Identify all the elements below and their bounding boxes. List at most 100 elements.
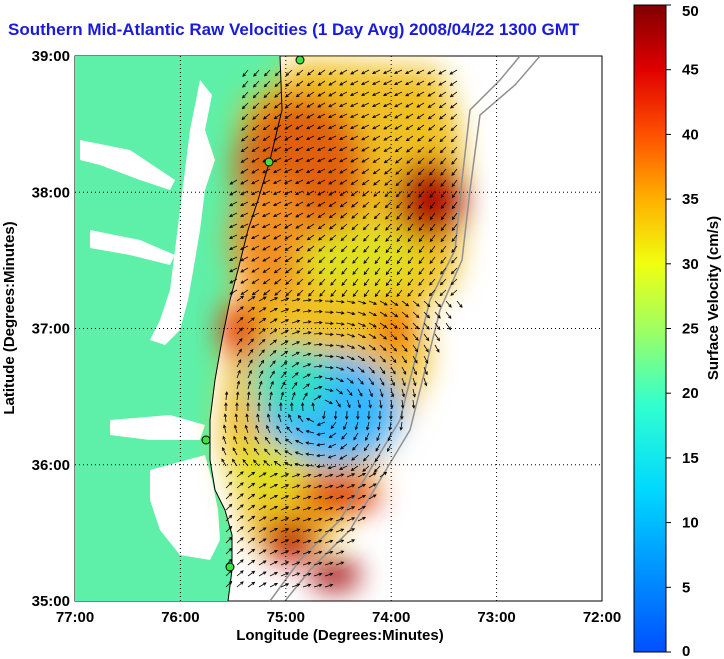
velocity-arrowhead xyxy=(351,311,356,316)
velocity-arrow xyxy=(324,573,333,577)
velocity-arrowhead xyxy=(231,458,236,463)
velocity-arrow xyxy=(253,80,260,88)
velocity-arrow xyxy=(330,256,337,263)
velocity-arrow xyxy=(302,383,310,390)
velocity-arrow xyxy=(280,371,287,379)
velocity-arrowhead xyxy=(351,300,356,304)
velocity-arrow xyxy=(302,507,311,511)
velocity-arrowhead xyxy=(273,169,277,173)
velocity-arrow xyxy=(357,388,363,397)
velocity-arrowhead xyxy=(262,560,267,564)
velocity-arrowhead xyxy=(360,92,365,96)
velocity-arrow xyxy=(296,69,304,76)
velocity-arrow xyxy=(328,80,337,86)
velocity-arrow xyxy=(258,392,261,401)
velocity-arrow xyxy=(423,377,427,386)
velocity-arrowhead xyxy=(396,271,401,276)
velocity-arrow xyxy=(335,550,344,555)
velocity-arrow xyxy=(247,349,254,357)
velocity-arrow xyxy=(346,528,355,533)
velocity-arrow xyxy=(405,91,414,97)
velocity-arrowhead xyxy=(295,169,299,173)
velocity-arrowhead xyxy=(307,583,312,587)
velocity-arrow xyxy=(418,223,425,231)
velocity-arrowhead xyxy=(393,347,397,352)
velocity-arrow xyxy=(335,473,344,478)
velocity-arrowhead xyxy=(327,147,332,151)
velocity-arrowhead xyxy=(317,169,321,173)
velocity-arrowhead xyxy=(440,172,444,176)
velocity-arrow xyxy=(317,113,326,119)
velocity-arrowhead xyxy=(338,136,343,140)
velocity-arrow xyxy=(395,168,403,175)
velocity-arrow xyxy=(225,581,232,588)
velocity-arrowhead xyxy=(262,126,267,131)
velocity-arrowhead xyxy=(440,238,445,243)
velocity-arrowhead xyxy=(236,380,240,385)
velocity-arrowhead xyxy=(429,227,434,232)
velocity-arrow xyxy=(385,256,392,264)
velocity-arrow xyxy=(295,451,304,456)
velocity-arrow xyxy=(423,311,430,319)
velocity-arrowhead xyxy=(448,315,452,320)
velocity-arrowhead xyxy=(405,81,409,85)
velocity-arrow xyxy=(440,234,447,242)
velocity-arrowhead xyxy=(262,236,266,240)
velocity-arrow xyxy=(396,289,403,297)
velocity-arrowhead xyxy=(351,226,356,231)
velocity-arrow xyxy=(418,245,425,253)
velocity-arrowhead xyxy=(229,246,233,250)
velocity-arrow xyxy=(335,322,344,325)
velocity-arrowhead xyxy=(283,169,288,173)
velocity-arrow xyxy=(324,507,333,511)
velocity-arrow xyxy=(401,322,409,329)
velocity-arrow xyxy=(324,333,334,335)
velocity-arrow xyxy=(451,201,458,209)
velocity-arrowhead xyxy=(254,436,258,441)
velocity-arrow xyxy=(339,146,348,151)
velocity-arrow xyxy=(394,91,403,96)
velocity-arrow xyxy=(434,300,441,308)
velocity-arrowhead xyxy=(317,203,322,207)
velocity-arrowhead xyxy=(427,93,432,97)
velocity-arrow xyxy=(247,317,255,324)
velocity-arrowhead xyxy=(400,404,405,409)
velocity-arrowhead xyxy=(327,465,332,470)
velocity-arrow xyxy=(302,584,311,588)
velocity-arrow xyxy=(280,484,289,489)
velocity-arrow xyxy=(429,157,436,164)
velocity-arrowhead xyxy=(351,356,356,361)
velocity-arrow xyxy=(350,69,359,75)
velocity-arrow xyxy=(412,344,418,352)
velocity-arrowhead xyxy=(392,359,397,364)
velocity-arrowhead xyxy=(296,506,301,510)
velocity-arrow xyxy=(236,482,244,489)
velocity-arrowhead xyxy=(237,369,241,374)
velocity-arrowhead xyxy=(363,249,367,253)
velocity-arrowhead xyxy=(428,149,433,154)
velocity-arrow xyxy=(232,447,238,456)
velocity-arrowhead xyxy=(240,306,244,310)
velocity-arrow xyxy=(306,201,315,207)
velocity-arrowhead xyxy=(372,159,377,163)
velocity-arrowhead xyxy=(296,528,301,532)
velocity-arrowhead xyxy=(385,249,390,254)
velocity-arrow xyxy=(273,201,282,206)
velocity-arrow xyxy=(306,102,315,108)
velocity-arrowhead xyxy=(383,148,388,152)
velocity-arrow xyxy=(296,234,304,240)
velocity-arrow xyxy=(274,256,282,262)
velocity-arrowhead xyxy=(273,318,278,322)
velocity-arrowhead xyxy=(350,148,354,152)
velocity-arrowhead xyxy=(373,301,378,305)
velocity-arrowhead xyxy=(294,158,299,162)
velocity-arrow xyxy=(252,124,260,131)
velocity-arrowhead xyxy=(350,170,355,174)
velocity-arrow xyxy=(328,124,337,129)
velocity-arrowhead xyxy=(271,370,275,375)
velocity-arrow xyxy=(412,355,418,364)
velocity-arrowhead xyxy=(307,484,312,488)
velocity-arrow xyxy=(295,146,304,151)
velocity-arrow xyxy=(313,584,322,588)
velocity-arrow xyxy=(240,278,249,284)
